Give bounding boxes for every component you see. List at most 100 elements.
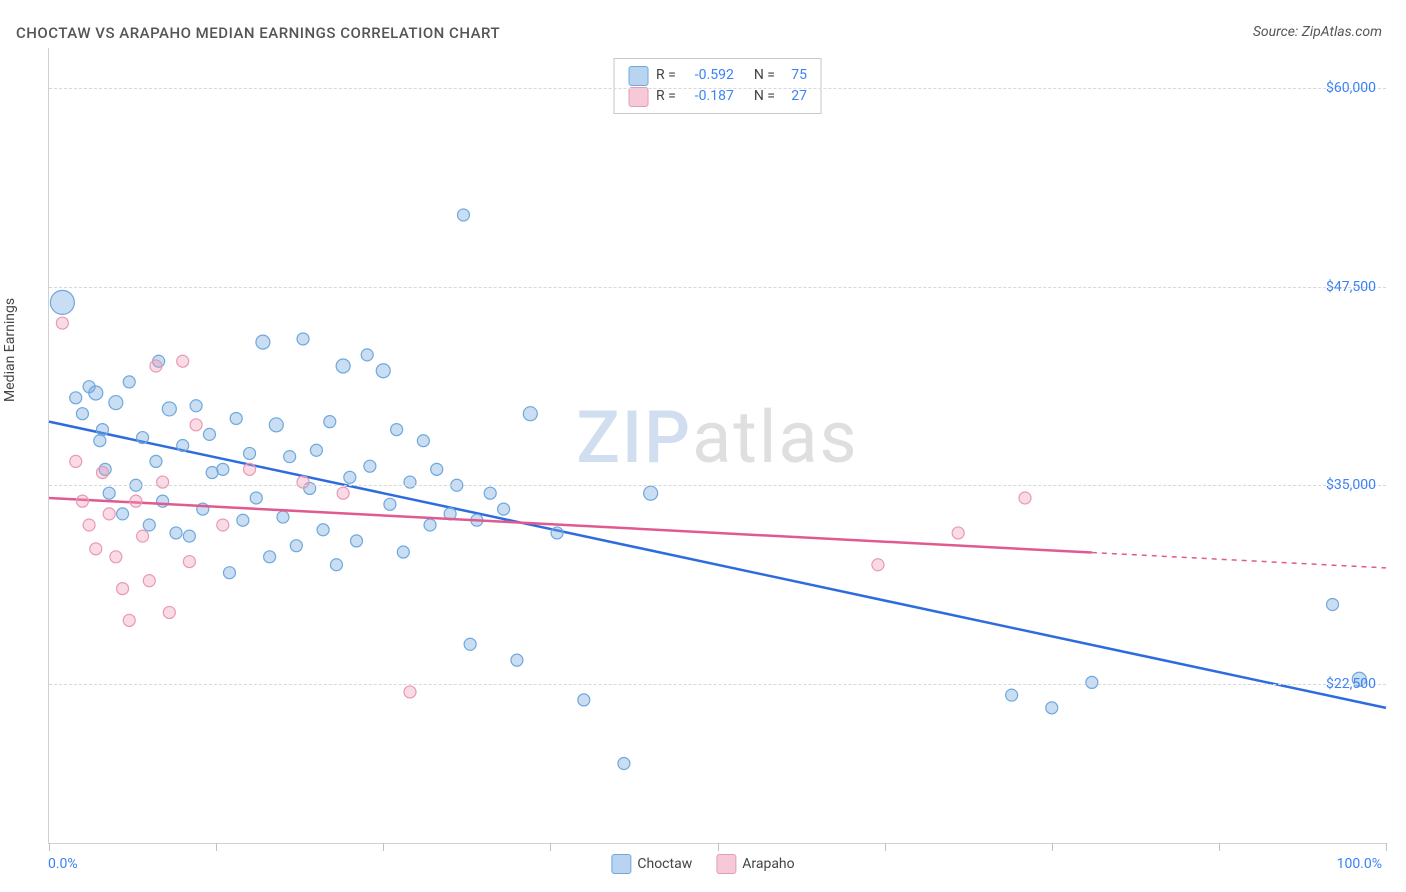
data-point [404,476,416,488]
y-tick-label: $22,500 [1326,676,1376,692]
data-point [90,543,102,555]
data-point [578,694,590,706]
data-point [361,349,373,361]
x-tick [885,843,886,851]
data-point [351,535,363,547]
data-point [190,419,202,431]
data-point [237,514,249,526]
data-point [264,551,276,563]
legend-item: Arapaho [716,854,794,874]
x-axis-max-label: 100.0% [1337,856,1382,872]
data-point [364,460,376,472]
x-tick [718,843,719,851]
data-point [217,463,229,475]
data-point [324,416,336,428]
data-point [397,546,409,558]
data-point [256,335,270,349]
data-point [618,758,630,770]
data-point [551,527,563,539]
legend-item: Choctaw [611,854,692,874]
y-axis-label: Median Earnings [2,298,18,402]
data-point [1086,676,1098,688]
gridline [49,287,1386,288]
stats-r-label: R = [656,86,676,107]
data-point [1327,599,1339,611]
data-point [297,476,309,488]
data-point [109,396,123,410]
data-point [177,440,189,452]
chart-title: CHOCTAW VS ARAPAHO MEDIAN EARNINGS CORRE… [16,24,500,42]
x-tick [1052,843,1053,851]
data-point [96,467,108,479]
chart-svg [49,48,1386,843]
data-point [1046,702,1058,714]
stats-row: R = -0.187 N = 27 [628,86,807,107]
data-point [269,418,283,432]
data-point [384,498,396,510]
data-point [130,495,142,507]
data-point [183,556,195,568]
data-point [123,614,135,626]
x-tick [383,843,384,851]
y-tick-label: $47,500 [1326,279,1376,295]
data-point [183,530,195,542]
data-point [284,451,296,463]
data-point [1019,492,1031,504]
data-point [511,654,523,666]
data-point [76,408,88,420]
data-point [277,511,289,523]
trend-line [49,498,1092,553]
data-point [330,559,342,571]
correlation-stats-box: R =-0.592N =75R =-0.187N =27 [613,58,822,114]
y-tick-label: $60,000 [1326,80,1376,96]
data-point [317,524,329,536]
data-point [56,317,68,329]
x-axis-min-label: 0.0% [48,856,78,872]
stats-n-value: 27 [783,86,807,107]
stats-n-label: N = [754,86,775,107]
data-point [464,638,476,650]
data-point [337,487,349,499]
legend: Choctaw Arapaho [611,854,794,874]
y-tick-label: $35,000 [1326,477,1376,493]
data-point [336,359,350,373]
data-point [391,424,403,436]
data-point [203,428,215,440]
data-point [297,333,309,345]
data-point [150,455,162,467]
data-point [157,476,169,488]
trend-line-extrapolated [1092,553,1386,568]
data-point [404,686,416,698]
data-point [70,455,82,467]
stats-r-value: -0.592 [684,65,734,86]
x-tick [49,843,50,851]
data-point [103,508,115,520]
data-point [498,503,510,515]
data-point [376,364,390,378]
x-tick [1386,843,1387,851]
stats-r-value: -0.187 [684,86,734,107]
plot-area: ZIPatlas R =-0.592N =75R =-0.187N =27 $2… [48,48,1386,844]
legend-label: Arapaho [742,856,794,872]
gridline [49,88,1386,89]
data-point [137,432,149,444]
data-point [344,471,356,483]
data-point [163,606,175,618]
data-point [223,567,235,579]
data-point [117,508,129,520]
data-point [872,559,884,571]
source-attribution: Source: ZipAtlas.com [1253,24,1382,40]
data-point [89,386,103,400]
stats-n-label: N = [754,65,775,86]
data-point [143,519,155,531]
data-point [417,435,429,447]
data-point [103,487,115,499]
data-point [457,209,469,221]
data-point [952,527,964,539]
series-swatch [628,87,648,107]
data-point [96,424,108,436]
data-point [244,447,256,459]
series-swatch [628,66,648,86]
data-point [123,376,135,388]
data-point [310,444,322,456]
